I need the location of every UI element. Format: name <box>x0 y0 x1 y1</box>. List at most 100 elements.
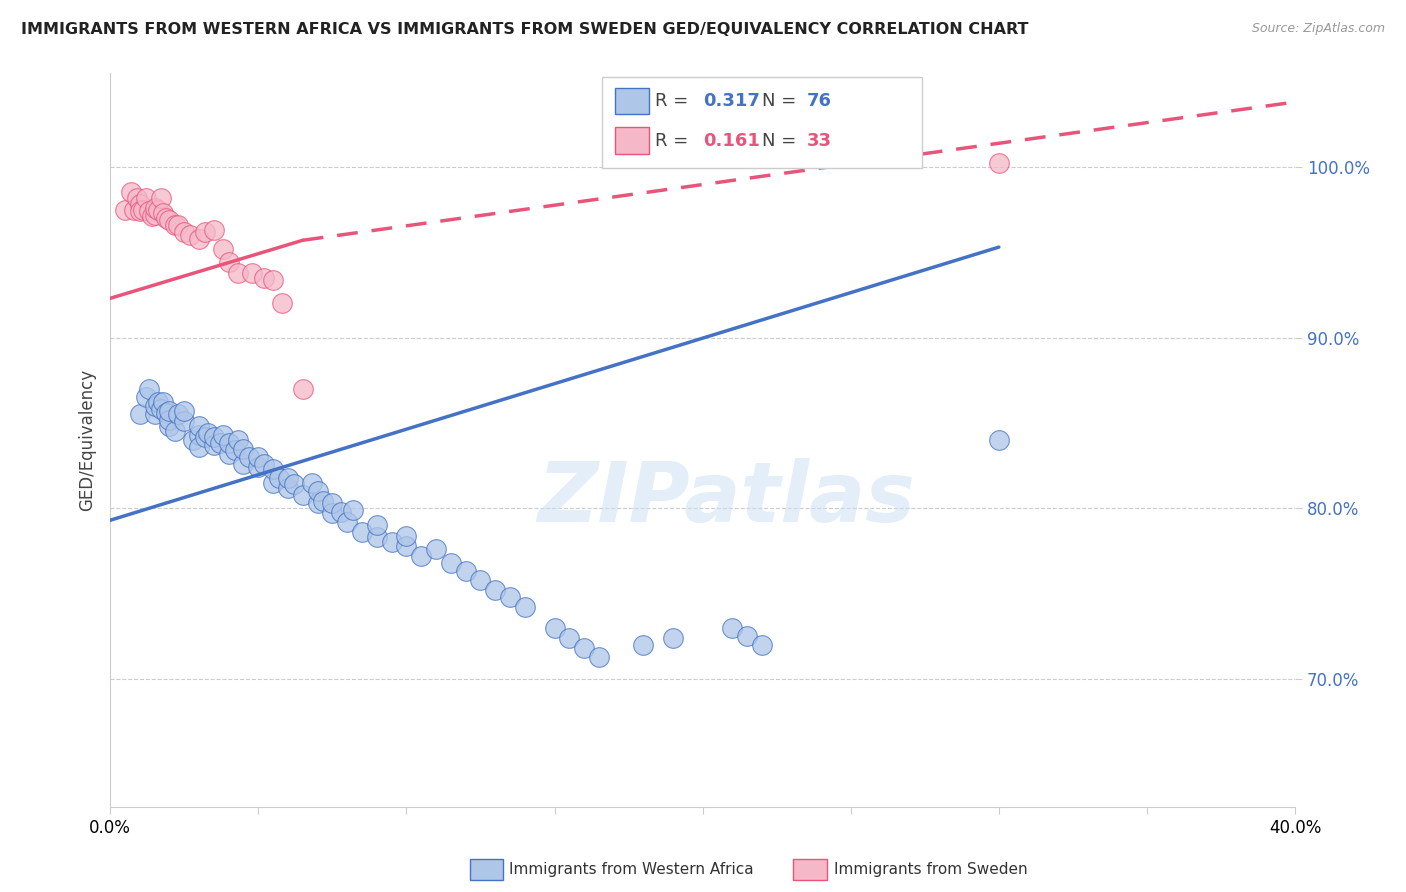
Point <box>218 255 240 269</box>
Text: N =: N = <box>762 92 801 110</box>
Point <box>157 404 180 418</box>
Text: 76: 76 <box>807 92 832 110</box>
Point <box>262 272 284 286</box>
Point <box>138 382 160 396</box>
Point <box>143 408 166 422</box>
Point <box>152 206 174 220</box>
Point <box>149 191 172 205</box>
Point <box>165 218 187 232</box>
Point <box>128 204 150 219</box>
Point <box>662 631 685 645</box>
Point <box>211 242 233 256</box>
Point <box>202 429 225 443</box>
Point <box>283 477 305 491</box>
Point <box>330 505 353 519</box>
Point <box>155 211 177 225</box>
Point <box>440 556 463 570</box>
Point <box>350 525 373 540</box>
Point <box>484 583 506 598</box>
Text: R =: R = <box>655 131 695 150</box>
Point <box>202 223 225 237</box>
Point <box>197 426 219 441</box>
Point <box>157 419 180 434</box>
Point <box>987 433 1010 447</box>
Point <box>188 231 211 245</box>
Point <box>240 266 263 280</box>
Point <box>513 600 536 615</box>
Point <box>454 565 477 579</box>
Point <box>211 428 233 442</box>
Point <box>291 382 314 396</box>
Point <box>588 649 610 664</box>
Text: Immigrants from Sweden: Immigrants from Sweden <box>834 863 1028 877</box>
Text: 0.317: 0.317 <box>703 92 759 110</box>
Point <box>366 518 388 533</box>
Point <box>633 638 655 652</box>
Point <box>395 539 418 553</box>
Point <box>307 484 329 499</box>
Point <box>321 507 343 521</box>
Point <box>202 438 225 452</box>
FancyBboxPatch shape <box>614 128 650 153</box>
Point <box>470 573 492 587</box>
Point <box>395 528 418 542</box>
Point <box>307 496 329 510</box>
Point <box>173 404 195 418</box>
Text: Immigrants from Western Africa: Immigrants from Western Africa <box>509 863 754 877</box>
Point <box>173 225 195 239</box>
Point <box>425 542 447 557</box>
Point <box>155 406 177 420</box>
Point <box>125 191 148 205</box>
Text: N =: N = <box>762 131 801 150</box>
Point <box>411 549 433 563</box>
Point <box>224 443 246 458</box>
Text: Source: ZipAtlas.com: Source: ZipAtlas.com <box>1251 22 1385 36</box>
Point <box>157 212 180 227</box>
FancyBboxPatch shape <box>614 87 650 114</box>
Point <box>572 641 595 656</box>
Point <box>132 202 155 217</box>
Text: 0.161: 0.161 <box>703 131 759 150</box>
Text: ZIPatlas: ZIPatlas <box>537 458 915 540</box>
Point <box>194 225 217 239</box>
Point <box>267 470 290 484</box>
Y-axis label: GED/Equivalency: GED/Equivalency <box>79 369 96 511</box>
Point <box>143 399 166 413</box>
Point <box>152 395 174 409</box>
Point <box>194 429 217 443</box>
Point <box>188 428 211 442</box>
Point <box>342 503 364 517</box>
Point <box>721 621 744 635</box>
Point <box>366 530 388 544</box>
Point <box>218 436 240 450</box>
Point <box>226 266 249 280</box>
Point <box>188 440 211 454</box>
Point <box>238 450 260 464</box>
Point <box>277 481 299 495</box>
Point <box>128 197 150 211</box>
Point <box>120 186 142 200</box>
Point <box>122 202 145 217</box>
Point <box>271 296 294 310</box>
Point <box>181 433 204 447</box>
Point <box>167 218 190 232</box>
Point <box>138 204 160 219</box>
Point <box>301 475 323 490</box>
Point <box>262 475 284 490</box>
Point <box>232 457 254 471</box>
Point <box>135 390 157 404</box>
Point <box>987 156 1010 170</box>
Point <box>135 191 157 205</box>
Point <box>128 408 150 422</box>
Point <box>312 494 335 508</box>
Point <box>558 631 581 645</box>
Point <box>253 457 276 471</box>
Point <box>218 447 240 461</box>
Text: R =: R = <box>655 92 695 110</box>
Point <box>321 496 343 510</box>
Point <box>165 425 187 439</box>
Point <box>141 210 163 224</box>
Point <box>751 638 773 652</box>
Point <box>247 460 270 475</box>
Point <box>208 436 231 450</box>
